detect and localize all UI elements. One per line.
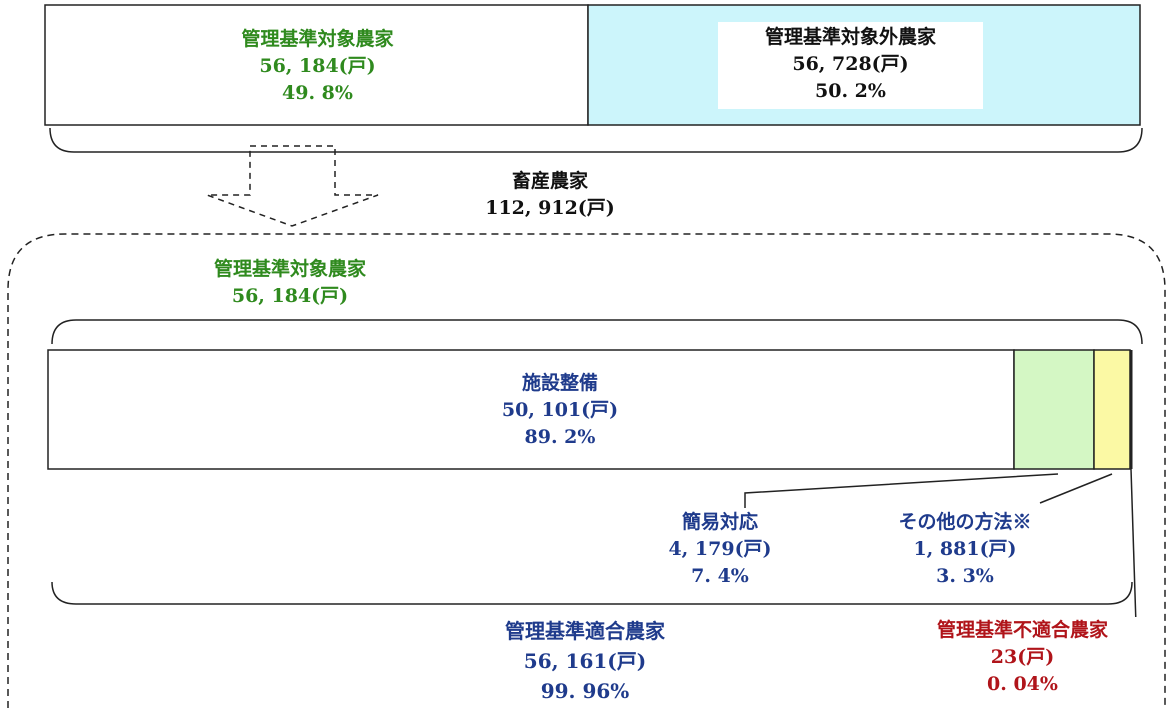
simple-count: 4, 179(戸)	[668, 538, 772, 560]
total-label: 畜産農家 112, 912(戸)	[420, 168, 680, 222]
simple-label: 簡易対応 4, 179(戸) 7. 4%	[630, 509, 810, 590]
other-count: 1, 881(戸)	[913, 538, 1017, 560]
compliant-label: 管理基準適合農家 56, 161(戸) 99. 96%	[450, 616, 720, 706]
non-target-count: 56, 728(戸)	[792, 53, 909, 75]
simple-segment	[1013, 349, 1095, 470]
compliant-pct: 99. 96%	[540, 679, 630, 703]
non-target-title: 管理基準対象外農家	[764, 26, 936, 48]
non-target-label: 管理基準対象外農家 56, 728(戸) 50. 2%	[718, 22, 983, 109]
detail-target-count: 56, 184(戸)	[231, 285, 349, 307]
target-box	[44, 4, 589, 126]
noncompliant-callout-line	[1130, 468, 1137, 626]
non-target-pct: 50. 2%	[815, 80, 886, 102]
target-count: 56, 184(戸)	[259, 55, 376, 77]
detail-target-label: 管理基準対象農家 56, 184(戸)	[160, 256, 420, 310]
facility-pct: 89. 2%	[524, 426, 596, 448]
target-pct: 49. 8%	[282, 82, 353, 104]
simple-callout-line	[744, 473, 1059, 508]
compliant-title: 管理基準適合農家	[505, 619, 665, 643]
other-callout-line	[1039, 473, 1113, 504]
bottom-brace	[51, 581, 1133, 605]
top-brace	[49, 127, 1143, 153]
other-label: その他の方法※ 1, 881(戸) 3. 3%	[870, 509, 1060, 590]
other-pct: 3. 3%	[936, 565, 994, 587]
noncompliant-count: 23(戸)	[990, 646, 1055, 668]
facility-label: 施設整備 50, 101(戸) 89. 2%	[430, 370, 690, 451]
dashed-down-arrow	[206, 145, 379, 227]
noncompliant-label: 管理基準不適合農家 23(戸) 0. 04%	[900, 617, 1145, 698]
total-count: 112, 912(戸)	[485, 197, 615, 219]
simple-pct: 7. 4%	[691, 565, 749, 587]
target-label: 管理基準対象農家 56, 184(戸) 49. 8%	[120, 26, 515, 107]
target-title: 管理基準対象農家	[241, 28, 394, 50]
detail-top-brace	[51, 319, 1143, 345]
facility-title: 施設整備	[521, 372, 598, 394]
noncompliant-pct: 0. 04%	[987, 673, 1058, 695]
total-title: 畜産農家	[511, 170, 588, 192]
simple-title: 簡易対応	[681, 511, 758, 533]
other-title: その他の方法※	[898, 511, 1032, 533]
compliant-count: 56, 161(戸)	[523, 649, 647, 673]
noncompliant-title: 管理基準不適合農家	[936, 619, 1108, 641]
facility-segment	[47, 349, 1015, 470]
facility-count: 50, 101(戸)	[501, 399, 619, 421]
detail-target-title: 管理基準対象農家	[213, 258, 366, 280]
other-segment	[1093, 349, 1131, 470]
